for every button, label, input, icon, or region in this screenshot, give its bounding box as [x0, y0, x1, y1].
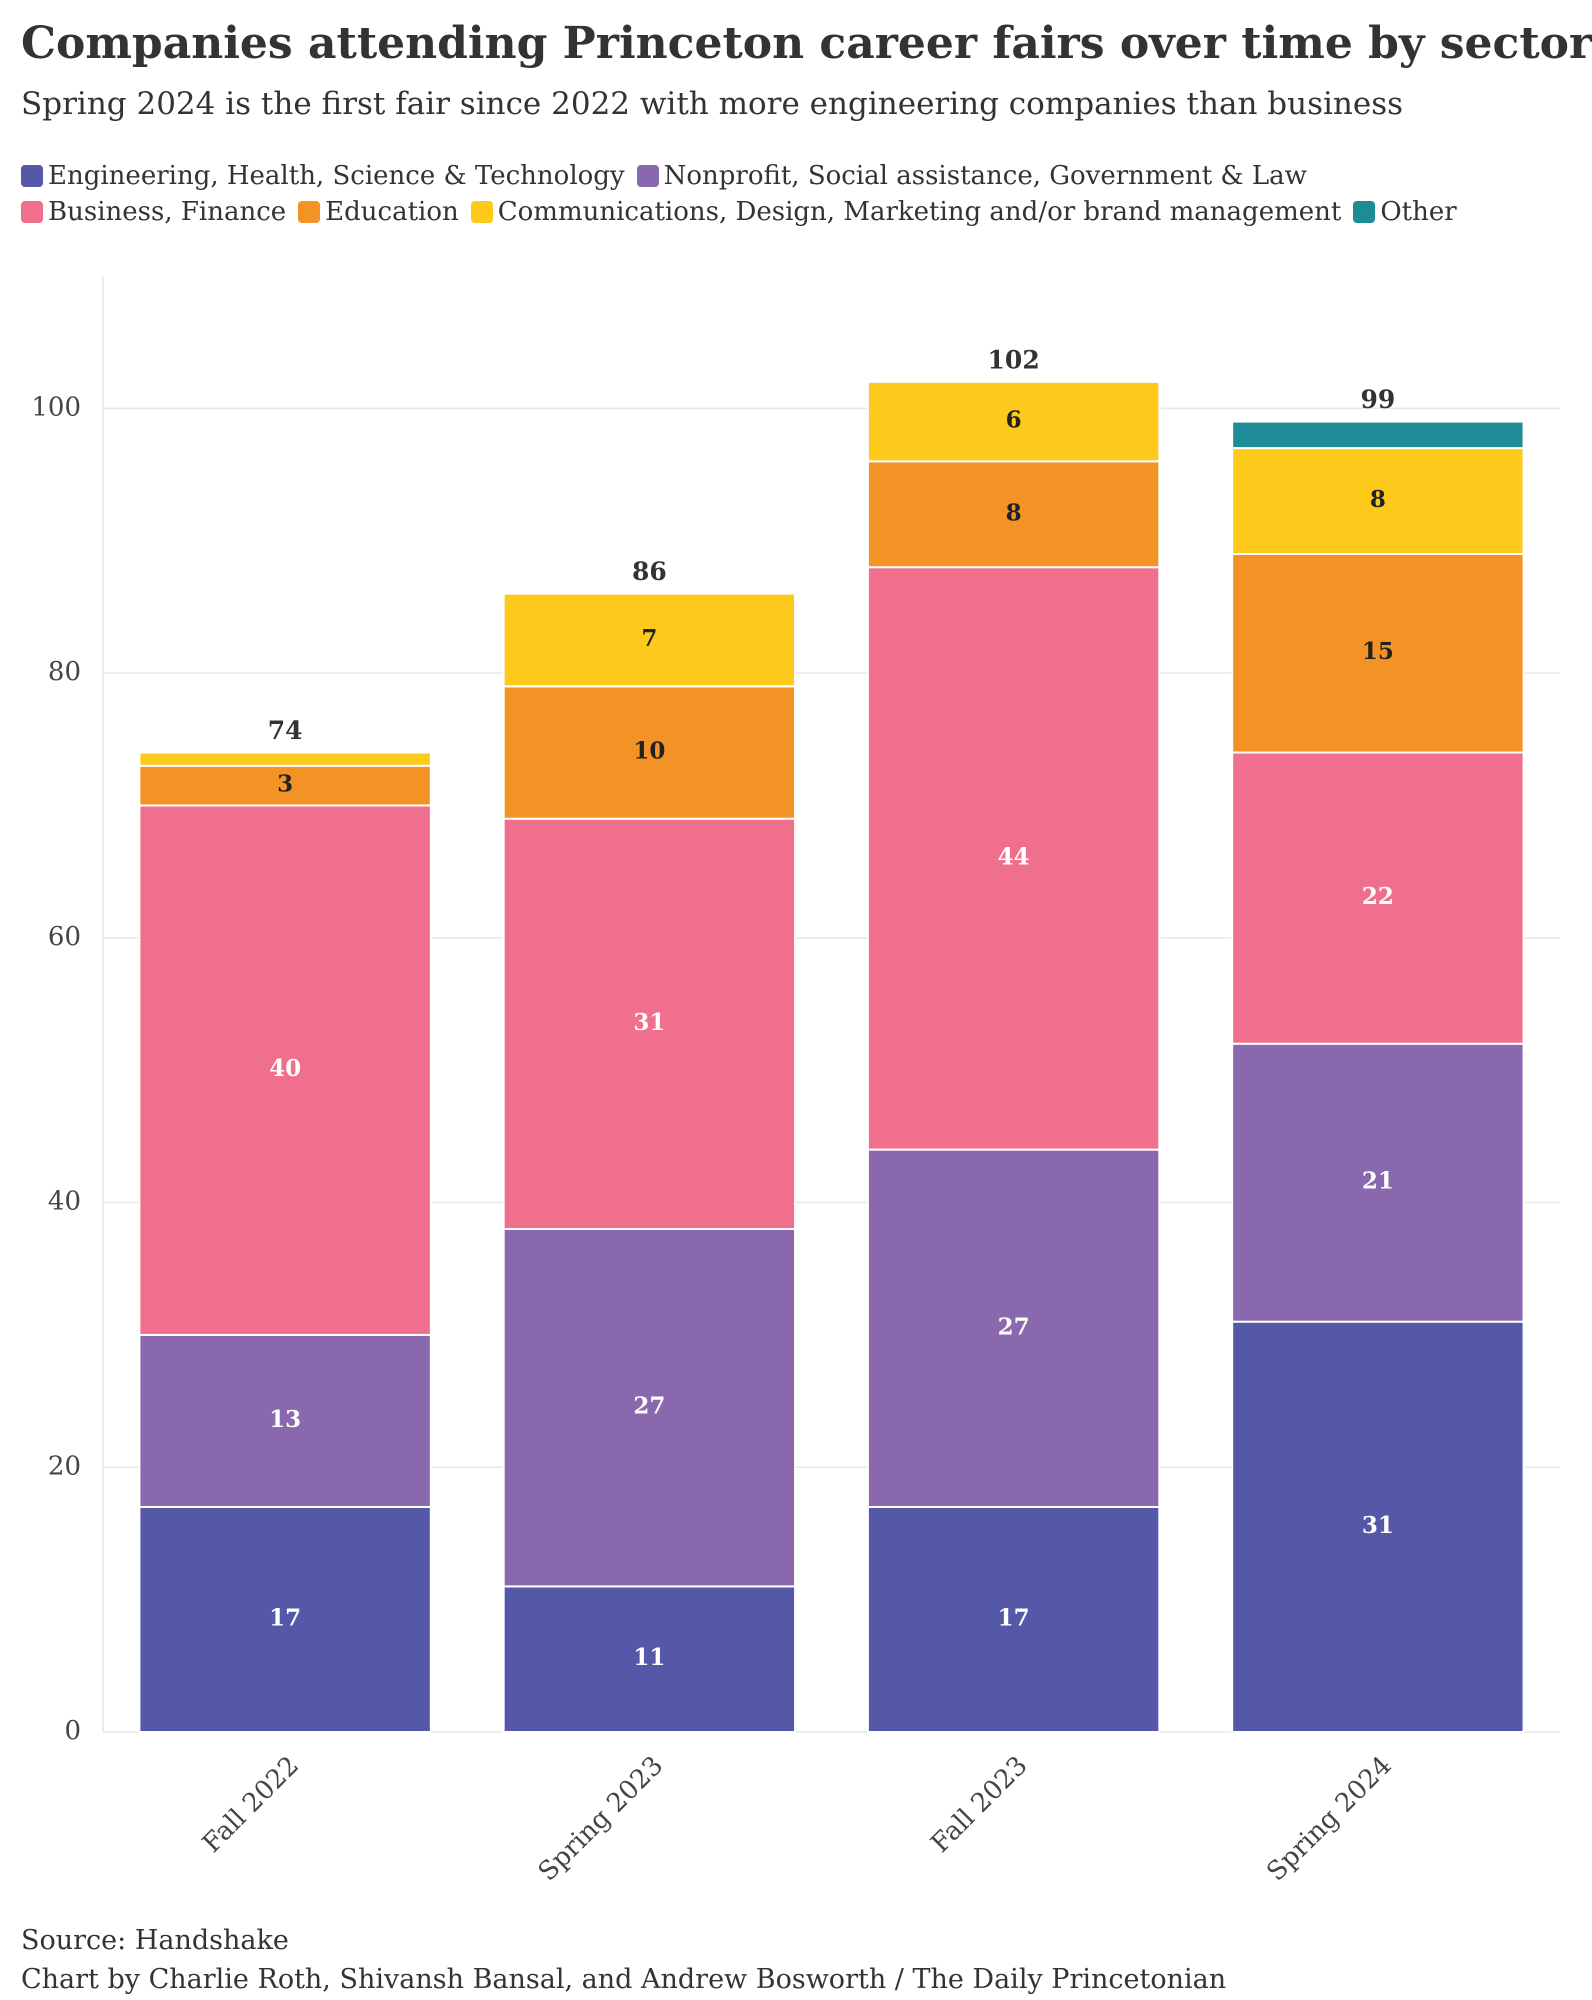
value-label: 31	[1362, 1512, 1394, 1539]
bar-segment	[138, 804, 432, 1336]
legend-item: Other	[1353, 194, 1457, 230]
value-label: 31	[633, 1009, 665, 1036]
bar-segment	[866, 380, 1161, 463]
bar-segment	[866, 566, 1161, 1151]
value-label: 6	[1006, 407, 1022, 434]
value-label: 22	[1362, 883, 1394, 910]
bar-segment	[1231, 552, 1525, 754]
value-label: 3	[277, 771, 293, 798]
legend-label: Education	[325, 197, 459, 227]
legend-item: Engineering, Health, Science & Technolog…	[21, 158, 625, 194]
legend-item: Communications, Design, Marketing and/or…	[470, 194, 1342, 230]
bar-segment	[866, 460, 1161, 569]
bar-segment	[502, 817, 797, 1231]
total-label: 99	[1360, 385, 1395, 414]
bar-segment	[866, 1505, 1161, 1733]
legend-swatch	[1353, 201, 1376, 223]
bar-segment	[502, 685, 797, 820]
bar-segment	[1231, 1320, 1525, 1733]
bar-segment	[502, 592, 797, 688]
bar-segment	[1231, 1042, 1525, 1323]
source: Source: Handshake	[21, 1925, 289, 1956]
value-label: 17	[269, 1604, 301, 1631]
value-label: 44	[998, 843, 1030, 870]
chart-title: Companies attending Princeton career fai…	[21, 18, 1592, 69]
legend-item: Business, Finance	[21, 194, 286, 230]
bar-segment	[1231, 751, 1525, 1045]
value-label: 7	[641, 625, 657, 652]
value-label: 40	[269, 1055, 301, 1082]
credit: Chart by Charlie Roth, Shivansh Bansal, …	[21, 1964, 1227, 1995]
legend-label: Communications, Design, Marketing and/or…	[497, 197, 1342, 227]
legend-swatch	[21, 165, 43, 187]
legend-swatch	[636, 165, 659, 187]
value-label: 17	[998, 1604, 1030, 1631]
bar-segment	[138, 751, 432, 767]
legend-label: Engineering, Health, Science & Technolog…	[48, 161, 625, 191]
y-tick-label: 20	[48, 1451, 81, 1481]
bar-segment	[1231, 420, 1525, 450]
x-tick-label: Fall 2022	[197, 1751, 305, 1859]
legend-swatch	[21, 201, 43, 223]
value-label: 10	[633, 738, 665, 765]
y-tick-label: 40	[48, 1187, 81, 1217]
bar-segment	[1231, 447, 1525, 555]
value-label: 13	[269, 1406, 301, 1433]
value-label: 8	[1006, 499, 1022, 526]
value-label: 27	[633, 1393, 665, 1420]
legend-swatch	[298, 201, 321, 223]
bar-segment	[138, 764, 432, 807]
legend: Engineering, Health, Science & Technolog…	[21, 158, 1581, 230]
total-label: 86	[632, 557, 667, 586]
bar-segment	[138, 1333, 432, 1508]
legend-item: Education	[298, 194, 459, 230]
legend-label: Business, Finance	[48, 197, 287, 227]
y-tick-label: 60	[48, 922, 81, 952]
legend-label: Nonprofit, Social assistance, Government…	[663, 161, 1307, 191]
x-tick-label: Spring 2024	[1261, 1751, 1397, 1887]
value-label: 8	[1370, 486, 1386, 513]
chart-subtitle: Spring 2024 is the first fair since 2022…	[21, 86, 1404, 122]
x-tick-label: Spring 2023	[533, 1751, 669, 1887]
y-tick-label: 0	[64, 1716, 81, 1746]
bar-segment	[502, 1585, 797, 1734]
value-label: 21	[1362, 1168, 1394, 1195]
legend-item: Nonprofit, Social assistance, Government…	[636, 158, 1307, 194]
value-label: 27	[998, 1313, 1030, 1340]
value-label: 15	[1362, 638, 1394, 665]
y-tick-label: 100	[31, 392, 81, 422]
bar-segment	[866, 1148, 1161, 1508]
legend-swatch	[470, 201, 493, 223]
total-label: 74	[268, 716, 303, 745]
legend-label: Other	[1380, 197, 1457, 227]
y-tick-label: 80	[48, 657, 81, 687]
bar-segment	[502, 1228, 797, 1588]
total-label: 102	[988, 345, 1040, 374]
x-tick-label: Fall 2023	[925, 1751, 1033, 1859]
value-label: 11	[633, 1644, 665, 1671]
